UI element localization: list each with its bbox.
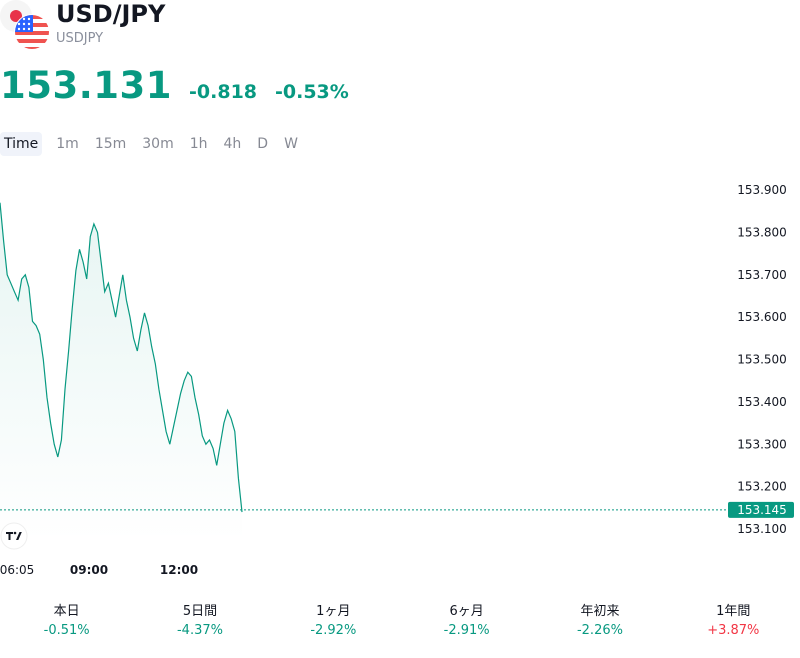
tradingview-logo-icon[interactable]: [0, 522, 28, 550]
x-axis-tick-label: 12:00: [160, 563, 198, 577]
performance-item[interactable]: 本日 -0.51%: [0, 604, 133, 640]
tab-timeframe-1h[interactable]: 1h: [189, 136, 208, 152]
performance-label: 6ヶ月: [449, 604, 484, 619]
tab-timeframe-4h[interactable]: 4h: [223, 136, 242, 152]
tab-timeframe-1m[interactable]: 1m: [56, 136, 79, 152]
y-axis-tick-label: 153.300: [737, 437, 787, 451]
performance-item[interactable]: 年初来 -2.26%: [533, 604, 666, 640]
price-chart[interactable]: 153.900 153.800 153.700 153.600 153.500 153.4…: [0, 170, 800, 590]
performance-item[interactable]: 5日間 -4.37%: [133, 604, 266, 640]
x-axis-tick-label: 06:05: [0, 563, 34, 577]
y-axis-tick-label: 153.500: [737, 353, 787, 367]
tab-timeframe-d[interactable]: D: [257, 136, 269, 152]
performance-value: -2.26%: [576, 623, 623, 638]
performance-item[interactable]: 6ヶ月 -2.91%: [400, 604, 533, 640]
y-axis-tick-label: 153.600: [737, 310, 787, 324]
y-axis-tick-label: 153.900: [737, 183, 787, 197]
last-price-badge-label: 153.145: [737, 503, 787, 517]
y-axis-tick-label: 153.100: [737, 522, 787, 536]
price-line: [0, 202, 243, 513]
price-change-percent: -0.53%: [275, 81, 349, 103]
performance-label: 1年間: [716, 604, 751, 619]
last-price-badge: [728, 501, 794, 518]
performance-value: -0.51%: [43, 623, 90, 638]
y-axis-tick-label: 153.700: [737, 268, 787, 282]
tab-timeframe-w[interactable]: W: [284, 136, 298, 152]
performance-label: 5日間: [182, 604, 218, 619]
performance-item[interactable]: 1ヶ月 -2.92%: [267, 604, 400, 640]
performance-value: +3.87%: [707, 623, 760, 638]
performance-bar: 本日 -0.51% 5日間 -4.37% 1ヶ月 -2.92% 6ヶ月 -2.91% 年初来 -2…: [0, 604, 800, 640]
performance-value: -4.37%: [176, 623, 223, 638]
tab-timeframe-30m[interactable]: 30m: [142, 136, 174, 152]
symbol-title: USD/JPY: [56, 0, 166, 28]
y-axis-tick-label: 153.400: [737, 395, 787, 409]
y-axis-tick-label: 153.200: [737, 480, 787, 494]
tab-timeframe-time[interactable]: Time: [0, 132, 43, 156]
performance-value: -2.91%: [443, 623, 490, 638]
price-change: -0.818: [189, 81, 258, 103]
performance-label: 1ヶ月: [316, 604, 351, 619]
performance-label: 本日: [53, 604, 80, 619]
price-area-fill: [0, 202, 242, 542]
x-axis-tick-label: 09:00: [70, 563, 108, 577]
us-flag-icon: [14, 14, 50, 50]
last-price: 153.131: [0, 64, 173, 107]
symbol-ticker: USDJPY: [56, 31, 104, 46]
performance-label: 年初来: [580, 604, 620, 619]
currency-flags: [0, 0, 50, 50]
performance-item[interactable]: 1年間 +3.87%: [667, 604, 800, 640]
performance-value: -2.92%: [310, 623, 357, 638]
price-row: 153.131 -0.818 -0.53%: [0, 64, 349, 108]
tab-timeframe-15m[interactable]: 15m: [94, 136, 127, 152]
y-axis-tick-label: 153.800: [737, 225, 787, 239]
timeframe-tabs: Time 1m 15m 30m 1h 4h D W: [0, 132, 306, 156]
